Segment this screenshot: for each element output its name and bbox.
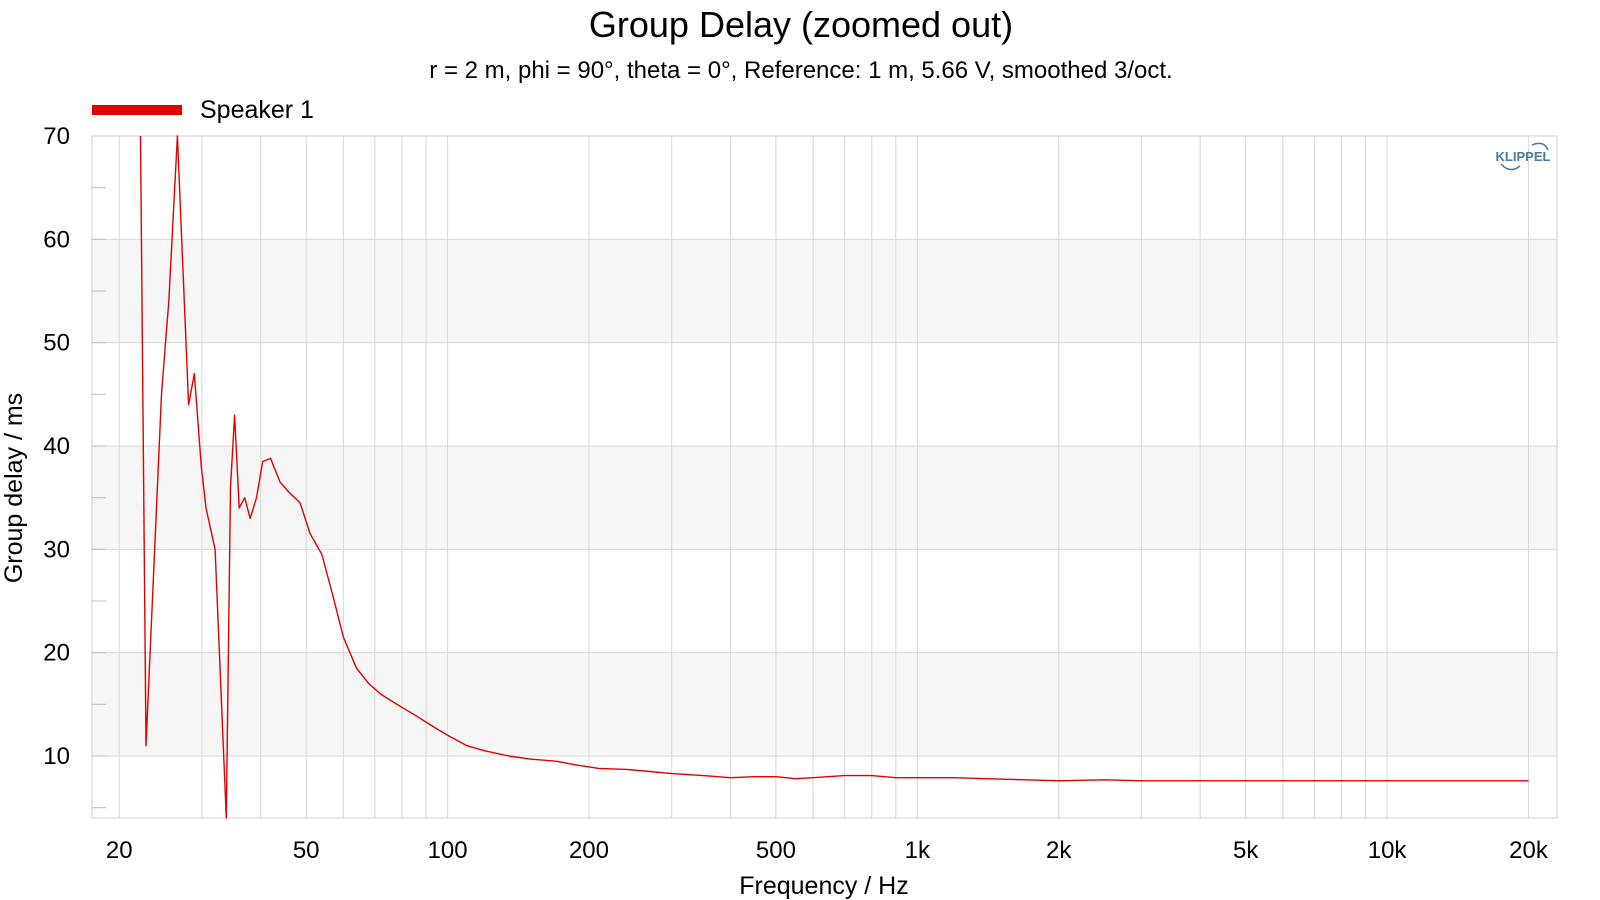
y-tick-label: 20	[43, 640, 70, 667]
y-tick-label: 10	[43, 743, 70, 770]
y-tick-label: 60	[43, 226, 70, 253]
legend-swatch-speaker-1	[92, 105, 182, 115]
plot-band	[92, 239, 1557, 343]
chart-subtitle: r = 2 m, phi = 90°, theta = 0°, Referenc…	[429, 57, 1172, 84]
y-axis-ticks: 10 20 30 40 50 60 70	[43, 123, 106, 809]
x-tick-label: 50	[293, 837, 320, 864]
y-tick-label: 40	[43, 433, 70, 460]
y-tick-label: 70	[43, 123, 70, 150]
plot-band	[92, 652, 1557, 756]
legend-label-speaker-1: Speaker 1	[200, 96, 314, 124]
plot-grid	[92, 135, 1557, 818]
x-tick-label: 200	[569, 837, 609, 864]
x-tick-label: 2k	[1046, 837, 1072, 864]
logo-swoosh-icon	[1500, 163, 1521, 171]
logo-text: KLIPPEL	[1496, 149, 1551, 164]
legend: Speaker 1	[92, 96, 314, 124]
x-tick-label: 5k	[1233, 837, 1259, 864]
y-tick-label: 30	[43, 536, 70, 563]
plot-frame	[91, 135, 1558, 819]
series-layer	[139, 135, 1529, 819]
y-tick-label: 50	[43, 330, 70, 357]
y-axis-label: Group delay / ms	[0, 393, 28, 583]
logo-arc-icon	[1531, 142, 1549, 151]
plot-band	[92, 446, 1557, 550]
series-line-1	[139, 135, 1529, 819]
x-axis-label: Frequency / Hz	[739, 872, 909, 900]
x-tick-label: 20	[106, 837, 133, 864]
x-tick-label: 500	[756, 837, 796, 864]
x-tick-label: 1k	[905, 837, 931, 864]
plot-bands	[92, 239, 1557, 756]
x-tick-label: 20k	[1509, 837, 1549, 864]
chart-title: Group Delay (zoomed out)	[589, 4, 1013, 45]
klippel-logo: KLIPPEL	[1496, 142, 1551, 171]
x-axis-ticks: 20 50 100 200 500 1k 2k 5k 10k 20k	[106, 837, 1549, 864]
x-tick-label: 100	[428, 837, 468, 864]
x-tick-label: 10k	[1368, 837, 1408, 864]
